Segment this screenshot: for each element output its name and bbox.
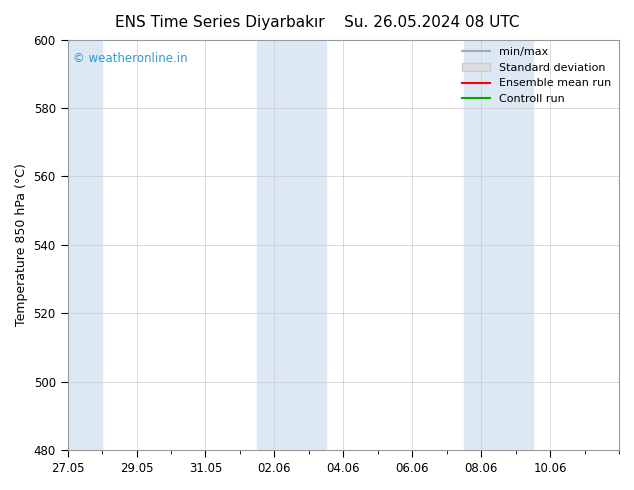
Bar [257, 40, 326, 450]
Bar [464, 40, 533, 450]
Y-axis label: Temperature 850 hPa (°C): Temperature 850 hPa (°C) [15, 164, 28, 326]
Text: © weatheronline.in: © weatheronline.in [73, 52, 188, 65]
Text: ENS Time Series Diyarbakır    Su. 26.05.2024 08 UTC: ENS Time Series Diyarbakır Su. 26.05.202… [115, 15, 519, 30]
Legend: min/max, Standard deviation, Ensemble mean run, Controll run: min/max, Standard deviation, Ensemble me… [458, 43, 616, 108]
Bar [68, 40, 102, 450]
